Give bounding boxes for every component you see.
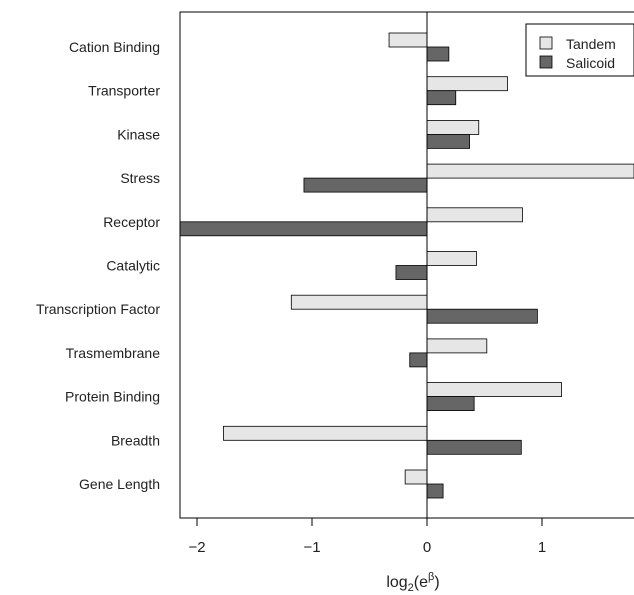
bar-tandem-catalytic (426, 251, 477, 266)
x-axis-label: log2(eβ) (386, 571, 439, 594)
bar-tandem-protein-binding (426, 382, 562, 398)
bar-salicoid-protein-binding (426, 396, 475, 412)
bar-tandem-trasmembrane (426, 338, 488, 354)
category-labels: Cation Binding Transporter Kinase Stress Rec… (36, 39, 160, 492)
bar-tandem-receptor (426, 207, 523, 223)
x-tick-label-1: −1 (303, 539, 320, 556)
bar-salicoid-breadth (426, 439, 522, 455)
legend-swatch-salicoid (539, 55, 553, 69)
category-label-gene-length: Gene Length (79, 476, 160, 492)
x-tick-label-2: 0 (423, 539, 431, 556)
bar-salicoid-trasmembrane (409, 352, 428, 368)
bar-tandem-stress (426, 163, 634, 179)
x-axis-label-end: ) (434, 574, 439, 591)
bars-group (179, 32, 634, 499)
category-label-transporter: Transporter (88, 83, 160, 99)
category-label-trasmembrane: Trasmembrane (66, 345, 161, 361)
x-tick-label-3: 1 (538, 539, 546, 556)
x-axis-label-log: log (386, 574, 407, 591)
x-axis-label-sup: β (428, 571, 434, 583)
x-axis-label-sub: 2 (408, 582, 414, 594)
bar-tandem-kinase (426, 120, 480, 135)
category-label-kinase: Kinase (117, 126, 160, 142)
legend-label-tandem: Tandem (566, 36, 616, 52)
bar-salicoid-kinase (426, 133, 470, 149)
bar-tandem-cation-binding (388, 32, 428, 48)
category-label-transcription-factor: Transcription Factor (36, 301, 160, 317)
bar-salicoid-gene-length (426, 483, 444, 499)
bar-salicoid-transporter (426, 90, 457, 106)
bar-salicoid-cation-binding (426, 46, 450, 62)
category-label-cation-binding: Cation Binding (69, 39, 160, 55)
bar-tandem-gene-length (404, 469, 428, 485)
legend-swatch-tandem (539, 36, 553, 50)
bar-salicoid-receptor (179, 221, 428, 237)
bar-salicoid-stress (303, 177, 428, 193)
category-label-receptor: Receptor (103, 214, 160, 230)
legend-label-salicoid: Salicoid (566, 55, 615, 71)
bar-tandem-transcription-factor (290, 294, 428, 310)
legend: Tandem Salicoid (525, 23, 634, 77)
category-label-protein-binding: Protein Binding (65, 389, 160, 405)
category-label-breadth: Breadth (111, 432, 160, 448)
bar-tandem-transporter (426, 76, 508, 92)
bar-salicoid-catalytic (395, 265, 428, 280)
plot-frame (179, 11, 634, 519)
category-label-stress: Stress (120, 170, 160, 186)
bar-salicoid-transcription-factor (426, 308, 538, 324)
x-tick-label-0: −2 (188, 539, 205, 556)
x-axis: −2 −1 0 1 (188, 518, 546, 556)
bar-tandem-breadth (223, 425, 428, 441)
x-axis-label-rest: (e (414, 574, 428, 591)
category-label-catalytic: Catalytic (106, 258, 160, 274)
